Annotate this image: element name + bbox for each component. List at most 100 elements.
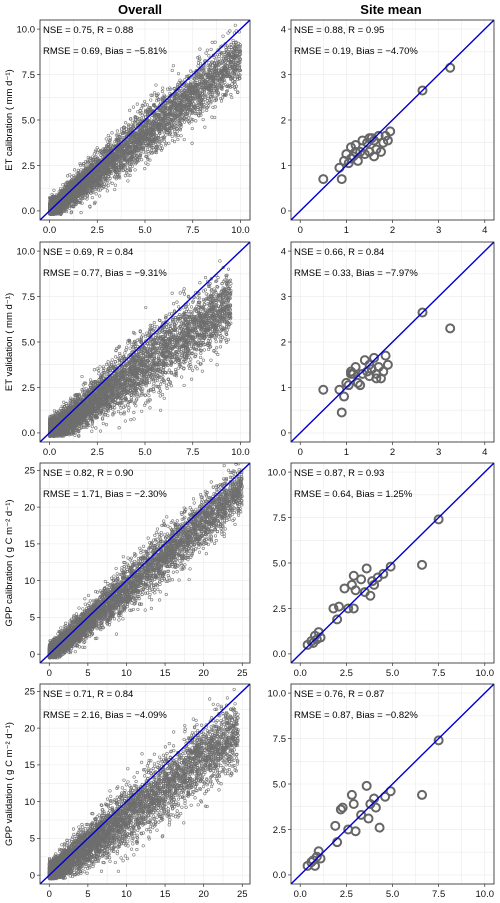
data-point xyxy=(218,77,222,81)
data-point xyxy=(133,133,137,137)
data-point xyxy=(102,185,106,189)
data-point xyxy=(237,77,241,81)
data-point xyxy=(145,118,149,122)
data-point xyxy=(221,66,225,70)
data-point xyxy=(176,134,180,138)
data-point xyxy=(131,124,135,128)
data-point xyxy=(126,131,130,135)
data-point xyxy=(113,144,117,148)
data-point xyxy=(204,85,209,89)
data-point xyxy=(167,112,171,116)
data-point xyxy=(154,139,158,144)
data-point xyxy=(96,157,100,161)
data-point xyxy=(82,161,86,166)
data-point xyxy=(150,93,154,97)
data-point xyxy=(172,140,177,144)
data-point xyxy=(178,78,182,82)
data-point xyxy=(124,136,128,140)
data-point xyxy=(179,97,183,101)
data-point xyxy=(221,73,226,77)
data-point xyxy=(179,134,183,138)
data-point xyxy=(172,87,176,91)
data-point xyxy=(128,156,133,160)
data-point xyxy=(68,180,73,184)
data-point xyxy=(150,121,154,126)
data-point xyxy=(125,127,129,131)
data-point xyxy=(210,40,214,44)
data-point xyxy=(85,173,89,177)
data-point xyxy=(133,116,137,120)
data-point xyxy=(131,155,135,159)
data-point xyxy=(184,118,188,122)
data-point xyxy=(192,109,196,113)
data-point xyxy=(82,163,86,168)
data-point xyxy=(152,117,156,121)
data-point xyxy=(159,137,163,141)
data-point xyxy=(197,114,201,118)
data-point xyxy=(89,182,93,186)
data-point xyxy=(174,134,178,138)
data-point xyxy=(131,120,135,125)
data-point xyxy=(67,206,72,210)
data-point xyxy=(163,115,167,119)
data-point xyxy=(179,99,183,103)
data-point xyxy=(168,87,172,91)
data-point xyxy=(210,76,215,80)
data-point xyxy=(108,145,112,149)
data-point xyxy=(89,171,93,176)
data-point xyxy=(63,185,67,189)
data-point xyxy=(133,118,137,122)
data-point xyxy=(191,117,195,121)
data-point xyxy=(213,105,217,109)
data-point xyxy=(122,145,126,149)
data-point xyxy=(77,193,81,197)
data-point xyxy=(197,82,201,87)
data-point xyxy=(110,181,114,185)
data-point xyxy=(214,75,218,79)
data-point xyxy=(220,54,224,58)
data-point xyxy=(103,182,107,186)
data-point xyxy=(182,103,186,107)
data-point xyxy=(159,143,163,147)
data-point xyxy=(233,23,237,27)
data-point xyxy=(120,166,124,170)
data-point xyxy=(170,134,174,139)
data-point xyxy=(125,165,130,169)
data-point xyxy=(113,175,117,179)
data-point xyxy=(113,187,117,192)
data-point xyxy=(90,155,94,159)
data-point xyxy=(134,145,138,149)
data-point xyxy=(211,68,215,72)
data-point xyxy=(172,96,176,100)
data-point xyxy=(174,116,178,120)
data-point xyxy=(162,135,166,139)
data-point xyxy=(224,58,228,62)
data-point xyxy=(166,104,170,108)
data-point xyxy=(92,202,97,206)
data-point xyxy=(203,88,207,92)
data-point xyxy=(210,74,215,78)
data-point xyxy=(226,31,230,35)
data-point xyxy=(73,168,77,172)
data-point xyxy=(162,131,166,135)
data-point xyxy=(94,158,99,162)
data-point xyxy=(218,74,223,78)
data-point xyxy=(175,123,179,128)
data-point xyxy=(134,156,138,160)
data-point xyxy=(159,122,164,126)
data-point xyxy=(63,189,67,193)
data-point xyxy=(124,121,128,125)
data-point xyxy=(171,110,175,114)
data-point xyxy=(198,62,203,66)
data-point xyxy=(141,142,146,146)
data-point xyxy=(69,178,74,182)
data-point xyxy=(211,105,215,109)
data-point xyxy=(64,208,68,212)
data-point xyxy=(137,117,141,121)
data-point xyxy=(209,68,213,73)
data-point xyxy=(231,79,235,83)
data-point xyxy=(89,162,93,167)
data-point xyxy=(198,106,202,110)
data-point xyxy=(209,101,213,105)
data-point xyxy=(188,108,192,112)
